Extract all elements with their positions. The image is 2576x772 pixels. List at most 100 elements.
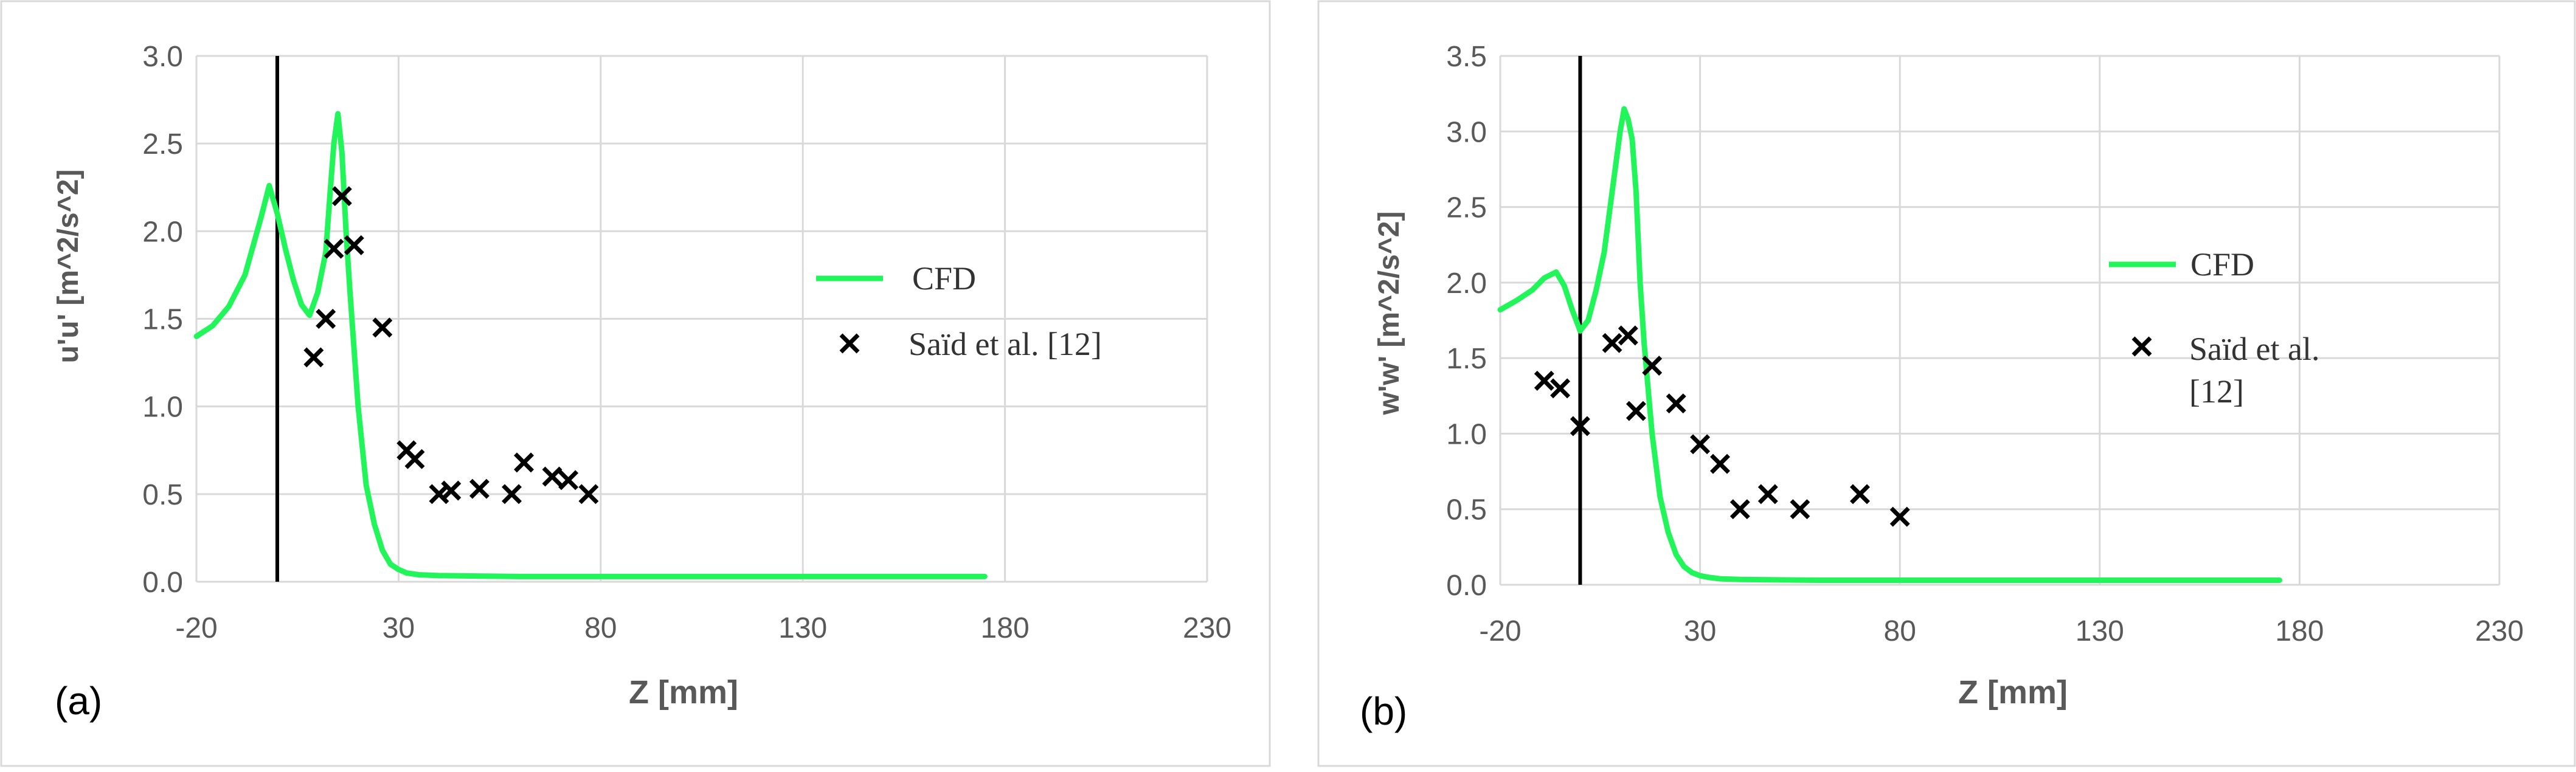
marker-stroke (1850, 484, 1870, 505)
x-tick-label: -20 (1479, 615, 1521, 647)
y-tick-label: 3.0 (142, 41, 183, 73)
y-tick-label: 3.5 (1446, 41, 1487, 73)
y-tick-label: 3.0 (1446, 116, 1487, 148)
marker-stroke (331, 186, 352, 207)
marker-stroke (441, 480, 462, 501)
data-point-x-marker (502, 484, 522, 505)
marker-stroke (429, 484, 449, 505)
x-gridlines (195, 56, 1208, 582)
data-point-x-marker (324, 238, 344, 259)
data-point-x-marker (558, 470, 579, 491)
data-point-x-marker (1642, 356, 1663, 376)
data-point-x-marker (1690, 434, 1711, 455)
y-gridlines (1500, 55, 2499, 586)
y-tick-labels: 0.0 0.5 1.0 1.5 2.0 2.5 3.0 (142, 41, 183, 599)
marker-stroke (1618, 325, 1638, 346)
marker-stroke (316, 309, 336, 329)
data-point-x-marker (331, 186, 352, 207)
legend-label-cfd: CFD (2190, 246, 2254, 283)
x-tick-label: 80 (1884, 615, 1916, 647)
data-point-x-marker (303, 347, 324, 368)
marker-stroke (1534, 370, 1554, 391)
data-point-x-marker (1550, 378, 1571, 399)
legend-label-experimental: Saïd et al. [12] (2189, 331, 2328, 410)
marker-stroke (1757, 484, 1778, 505)
x-tick-label: 130 (778, 612, 827, 644)
marker-stroke (1642, 356, 1663, 376)
data-point-x-marker (1666, 393, 1686, 414)
cfd-line (193, 111, 988, 579)
marker-stroke (578, 484, 599, 505)
marker-stroke (502, 484, 522, 505)
marker-stroke (1889, 506, 1910, 527)
data-point-x-marker (316, 309, 336, 329)
x-gridlines (1499, 56, 2501, 585)
marker-stroke (1790, 499, 1810, 520)
data-point-x-marker (344, 235, 364, 255)
x-tick-label: 130 (2076, 615, 2124, 647)
legend-label-experimental-line1: Saïd et al. (2189, 331, 2319, 367)
cfd-series (193, 111, 988, 579)
data-point-x-marker (1757, 484, 1778, 505)
marker-stroke (1710, 453, 1730, 474)
marker-stroke (372, 317, 393, 338)
marker-stroke (1626, 401, 1646, 421)
data-point-x-marker (1889, 506, 1910, 527)
x-tick-label: 180 (981, 612, 1030, 644)
marker-stroke (558, 470, 579, 491)
data-point-x-marker (578, 484, 599, 505)
experimental-series (303, 186, 599, 505)
marker-stroke (1602, 333, 1622, 353)
y-axis-label: w'w' [m^2/s^2] (1373, 212, 1405, 416)
data-point-x-marker (514, 452, 534, 473)
marker-stroke (404, 449, 425, 469)
y-tick-label: 1.0 (1446, 418, 1487, 450)
y-tick-label: 1.5 (1446, 343, 1487, 375)
y-tick-label: 0.5 (142, 479, 183, 511)
data-point-x-marker (404, 449, 425, 469)
legend-label-experimental-line2: [12] (2189, 373, 2244, 410)
y-gridlines (196, 55, 1207, 583)
data-point-x-marker (1626, 401, 1646, 421)
legend: CFD Saïd et al. [12] (816, 260, 1102, 362)
x-tick-label: 80 (584, 612, 617, 644)
legend-marker-experimental (839, 333, 860, 354)
data-point-x-marker (441, 480, 462, 501)
data-point-x-marker (1618, 325, 1638, 346)
x-axis-label: Z [mm] (629, 674, 738, 711)
y-tick-labels: 0.0 0.5 1.0 1.5 2.0 2.5 3.0 3.5 (1446, 41, 1487, 602)
chart-b-svg: 0.0 0.5 1.0 1.5 2.0 2.5 3.0 3.5 -20 30 80 130 180 23… (1317, 0, 2576, 767)
x-tick-labels: -20 30 80 130 180 230 (175, 612, 1231, 644)
y-tick-label: 2.0 (1446, 267, 1487, 300)
x-tick-label: -20 (175, 612, 217, 644)
x-tick-label: 230 (2475, 615, 2524, 647)
x-tick-label: 30 (1684, 615, 1716, 647)
marker-stroke (324, 238, 344, 259)
chart-panel-b: 0.0 0.5 1.0 1.5 2.0 2.5 3.0 3.5 -20 30 80 130 180 23… (1317, 0, 2576, 767)
data-point-x-marker (542, 466, 563, 487)
data-point-x-marker (1790, 499, 1810, 520)
y-tick-label: 1.5 (142, 304, 183, 336)
panel-label: (a) (55, 679, 102, 723)
x-tick-labels: -20 30 80 130 180 230 (1479, 615, 2524, 647)
x-tick-label: 180 (2275, 615, 2324, 647)
marker-stroke (1690, 434, 1711, 455)
panel-label: (b) (1360, 689, 1407, 733)
marker-stroke (303, 347, 324, 368)
y-tick-label: 0.0 (1446, 570, 1487, 602)
chart-a-svg: 0.0 0.5 1.0 1.5 2.0 2.5 3.0 -20 30 80 130 180 230 u… (0, 0, 1271, 767)
cfd-line (1497, 106, 2282, 583)
legend: CFD Saïd et al. [12] (2109, 246, 2328, 410)
data-point-x-marker (469, 478, 490, 499)
data-point-x-marker (1534, 370, 1554, 391)
marker-stroke (1570, 416, 1590, 436)
marker-stroke (1729, 499, 1750, 520)
y-tick-label: 2.0 (142, 216, 183, 248)
y-tick-label: 2.5 (142, 128, 183, 160)
marker-stroke (469, 478, 490, 499)
data-point-x-marker (1850, 484, 1870, 505)
experimental-series (1534, 325, 1910, 527)
y-axis-label: u'u' [m^2/s^2] (52, 170, 85, 364)
data-point-x-marker (1570, 416, 1590, 436)
marker-stroke (514, 452, 534, 473)
